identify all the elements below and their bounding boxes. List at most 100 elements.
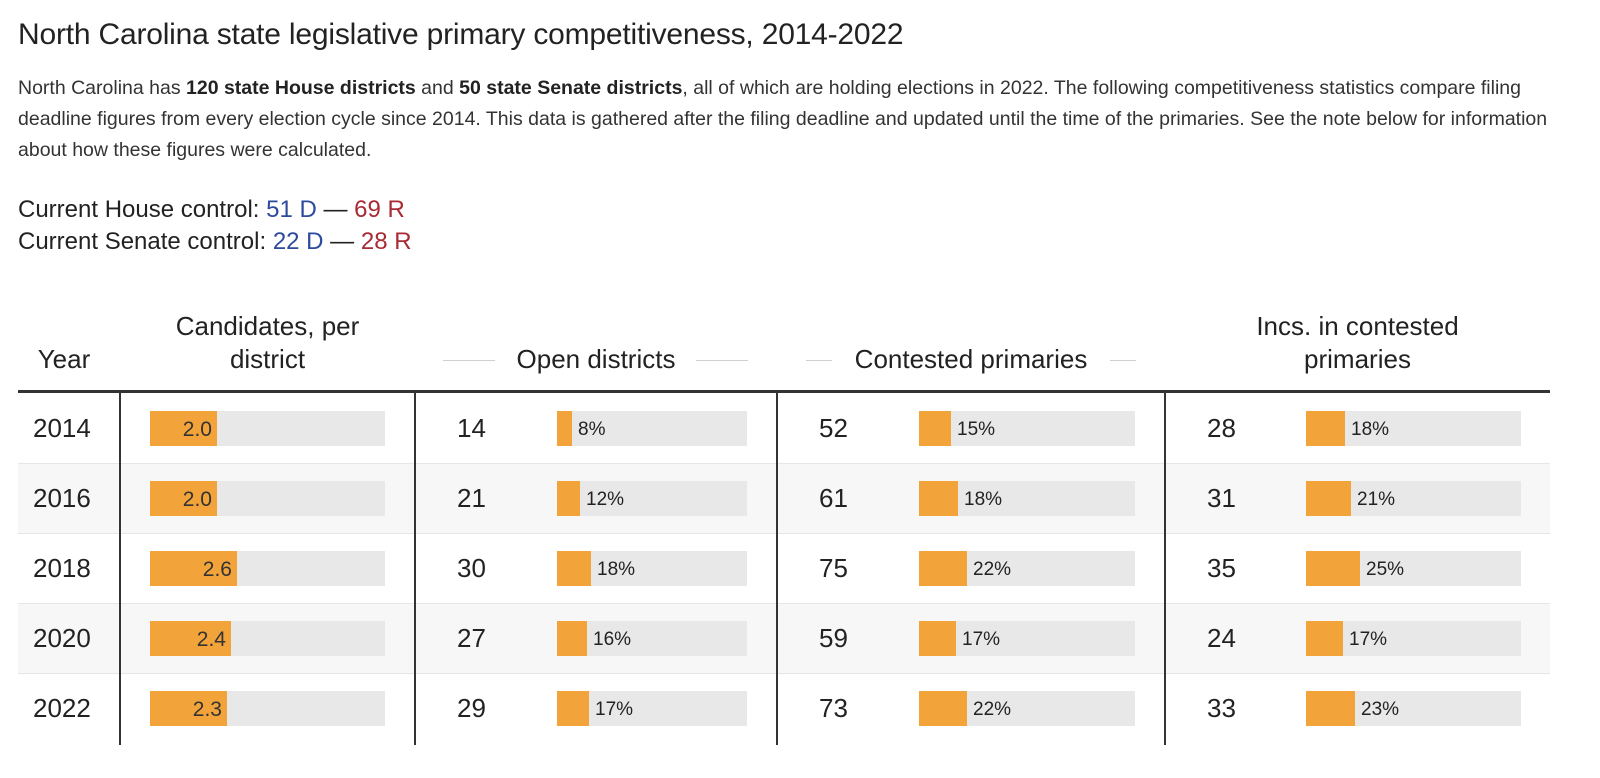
- header-open: Open districts: [516, 344, 676, 374]
- header-incs-line2: primaries: [1304, 344, 1411, 374]
- open-districts-count: 27: [457, 623, 486, 653]
- candidates-value: 2.3: [192, 698, 222, 721]
- house-control: Current House control: 51 D — 69 R: [18, 196, 405, 224]
- open-districts-bar: [557, 621, 587, 656]
- intro-text-1: North Carolina has: [18, 77, 186, 99]
- incs-contested-count: 35: [1207, 553, 1236, 583]
- column-divider-4: [1164, 393, 1166, 745]
- intro-paragraph: North Carolina has 120 state House distr…: [18, 73, 1558, 166]
- header-candidates: Candidates, per district: [130, 310, 405, 376]
- contested-primaries-percent: 22%: [973, 699, 1012, 720]
- candidates-value: 2.0: [182, 488, 212, 511]
- open-districts-percent: 8%: [578, 419, 606, 440]
- open-districts-count: 30: [457, 553, 486, 583]
- open-districts-percent: 18%: [597, 559, 636, 580]
- contested-primaries-bar: [919, 411, 951, 446]
- candidates-bar: [150, 621, 231, 656]
- row-separator: [18, 463, 1550, 464]
- header-year: Year: [37, 344, 91, 374]
- header-candidates-line1: Candidates, per: [175, 311, 360, 341]
- house-rep-count: 69 R: [354, 196, 405, 223]
- contested-primaries-bar-track: 22%: [919, 551, 1135, 586]
- column-divider-3: [776, 393, 778, 745]
- candidates-bar: [150, 481, 217, 516]
- contested-primaries-count: 61: [819, 483, 848, 513]
- candidates-bar-track: 2.3: [150, 691, 385, 726]
- house-separator: —: [316, 196, 355, 223]
- contested-primaries-percent: 15%: [957, 419, 996, 440]
- open-districts-percent: 12%: [586, 489, 625, 510]
- header-contested-rule-right: [1110, 360, 1136, 361]
- header-rule: [18, 390, 1550, 393]
- contested-primaries-bar-track: 17%: [919, 621, 1135, 656]
- contested-primaries-percent: 17%: [962, 629, 1001, 650]
- candidates-bar-track: 2.0: [150, 481, 385, 516]
- incs-contested-bar-track: 23%: [1306, 691, 1521, 726]
- open-districts-bar: [557, 691, 589, 726]
- candidates-bar: [150, 411, 217, 446]
- candidates-bar: [150, 691, 227, 726]
- incs-contested-percent: 18%: [1351, 419, 1390, 440]
- row-separator: [18, 603, 1550, 604]
- incs-contested-bar: [1306, 481, 1351, 516]
- row-separator: [18, 533, 1550, 534]
- contested-primaries-count: 75: [819, 553, 848, 583]
- senate-dem-count: 22 D: [272, 228, 324, 255]
- row-year: 2014: [33, 413, 91, 443]
- header-open-rule-left: [443, 360, 495, 361]
- table-row: 2018 2.6 30 18% 75 22% 35 25%: [18, 533, 1550, 603]
- incs-contested-count: 28: [1207, 413, 1236, 443]
- incs-contested-bar: [1306, 621, 1343, 656]
- contested-primaries-percent: 22%: [973, 559, 1012, 580]
- open-districts-bar: [557, 481, 580, 516]
- open-districts-count: 21: [457, 483, 486, 513]
- open-districts-percent: 17%: [595, 699, 634, 720]
- header-incs: Incs. in contested primaries: [1180, 310, 1535, 376]
- candidates-bar-track: 2.0: [150, 411, 385, 446]
- senate-rep-count: 28 R: [360, 228, 412, 255]
- header-contested: Contested primaries: [854, 344, 1088, 374]
- intro-senate-districts: 50 state Senate districts: [459, 77, 683, 99]
- contested-primaries-bar: [919, 621, 956, 656]
- incs-contested-count: 33: [1207, 693, 1236, 723]
- incs-contested-bar-track: 21%: [1306, 481, 1521, 516]
- candidates-bar: [150, 551, 237, 586]
- contested-primaries-bar-track: 18%: [919, 481, 1135, 516]
- open-districts-bar: [557, 551, 591, 586]
- candidates-bar-track: 2.4: [150, 621, 385, 656]
- incs-contested-percent: 25%: [1366, 559, 1405, 580]
- incs-contested-bar-track: 17%: [1306, 621, 1521, 656]
- open-districts-bar-track: 16%: [557, 621, 747, 656]
- header-contested-rule-left: [806, 360, 832, 361]
- open-districts-percent: 16%: [593, 629, 632, 650]
- row-year: 2022: [33, 693, 91, 723]
- incs-contested-percent: 17%: [1349, 629, 1388, 650]
- house-control-label: Current House control:: [18, 196, 267, 223]
- senate-control-label: Current Senate control:: [18, 228, 273, 255]
- intro-text-2: and: [415, 77, 460, 99]
- table-row: 2022 2.3 29 17% 73 22% 33 23%: [18, 673, 1550, 743]
- contested-primaries-percent: 18%: [964, 489, 1003, 510]
- column-divider-2: [414, 393, 416, 745]
- open-districts-bar: [557, 411, 572, 446]
- contested-primaries-bar-track: 15%: [919, 411, 1135, 446]
- incs-contested-percent: 21%: [1357, 489, 1396, 510]
- contested-primaries-bar-track: 22%: [919, 691, 1135, 726]
- incs-contested-bar: [1306, 551, 1360, 586]
- chart-title: North Carolina state legislative primary…: [18, 18, 904, 51]
- open-districts-bar-track: 12%: [557, 481, 747, 516]
- senate-separator: —: [323, 228, 361, 255]
- contested-primaries-count: 73: [819, 693, 848, 723]
- row-year: 2018: [33, 553, 91, 583]
- candidates-value: 2.6: [202, 558, 232, 581]
- header-incs-line1: Incs. in contested: [1256, 311, 1459, 341]
- incs-contested-bar: [1306, 411, 1345, 446]
- senate-control: Current Senate control: 22 D — 28 R: [18, 228, 412, 256]
- open-districts-bar-track: 8%: [557, 411, 747, 446]
- open-districts-count: 29: [457, 693, 486, 723]
- row-year: 2020: [33, 623, 91, 653]
- incs-contested-count: 24: [1207, 623, 1236, 653]
- incs-contested-bar: [1306, 691, 1355, 726]
- incs-contested-bar-track: 25%: [1306, 551, 1521, 586]
- contested-primaries-count: 59: [819, 623, 848, 653]
